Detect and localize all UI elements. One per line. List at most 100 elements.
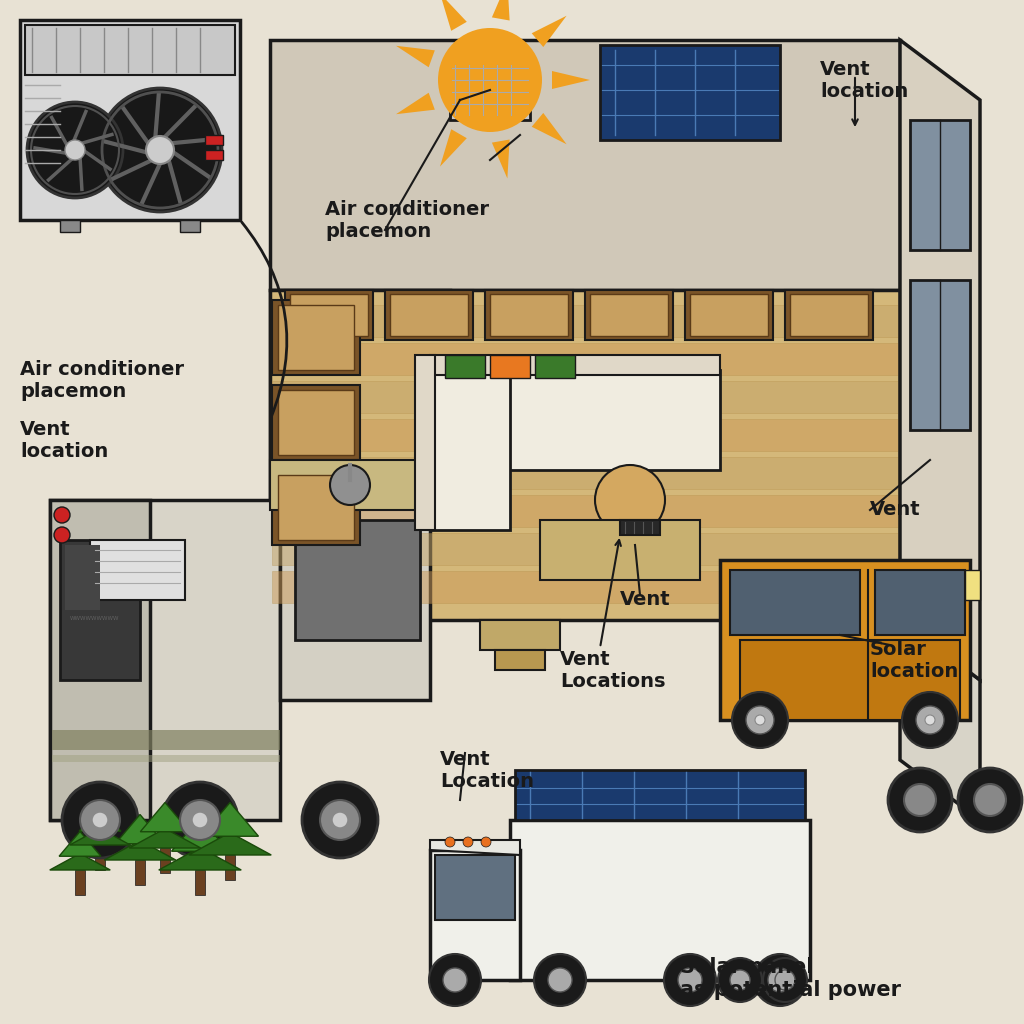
Polygon shape: [531, 113, 566, 144]
Polygon shape: [270, 290, 900, 620]
Polygon shape: [270, 460, 420, 510]
Polygon shape: [740, 640, 961, 720]
Polygon shape: [20, 20, 240, 220]
Bar: [95, 845, 105, 870]
Polygon shape: [272, 305, 898, 337]
Polygon shape: [492, 139, 510, 178]
Circle shape: [443, 968, 467, 992]
Polygon shape: [50, 500, 150, 820]
Bar: [180, 220, 200, 232]
Polygon shape: [490, 294, 568, 336]
Polygon shape: [540, 520, 700, 580]
Circle shape: [27, 102, 123, 198]
Polygon shape: [90, 540, 185, 600]
Text: Vent
location: Vent location: [820, 60, 908, 101]
Circle shape: [80, 800, 120, 840]
Polygon shape: [278, 390, 354, 455]
Bar: [205, 150, 223, 160]
Polygon shape: [690, 294, 768, 336]
Polygon shape: [535, 355, 575, 378]
Circle shape: [775, 970, 795, 990]
Circle shape: [65, 140, 85, 160]
Circle shape: [438, 28, 542, 132]
Bar: [225, 855, 234, 880]
Circle shape: [429, 954, 481, 1006]
Circle shape: [54, 527, 70, 543]
Polygon shape: [440, 129, 467, 167]
Polygon shape: [492, 0, 510, 20]
Text: Air conditioner
placemon: Air conditioner placemon: [325, 200, 489, 241]
Bar: [195, 870, 205, 895]
Circle shape: [746, 706, 774, 734]
Text: Vent: Vent: [620, 590, 671, 609]
Polygon shape: [440, 0, 467, 31]
Polygon shape: [552, 71, 590, 89]
Polygon shape: [531, 15, 566, 47]
Circle shape: [754, 954, 806, 1006]
Polygon shape: [116, 814, 165, 844]
Polygon shape: [435, 855, 515, 920]
Polygon shape: [290, 294, 368, 336]
Polygon shape: [874, 570, 965, 635]
Polygon shape: [510, 820, 810, 980]
Polygon shape: [104, 841, 176, 860]
Circle shape: [463, 837, 473, 847]
Polygon shape: [685, 290, 773, 340]
Polygon shape: [430, 370, 510, 530]
Circle shape: [162, 782, 238, 858]
Polygon shape: [270, 40, 900, 290]
Polygon shape: [515, 770, 805, 820]
Polygon shape: [600, 45, 780, 140]
Polygon shape: [25, 25, 234, 75]
Polygon shape: [620, 520, 660, 535]
Polygon shape: [490, 355, 530, 378]
Polygon shape: [785, 290, 873, 340]
Circle shape: [974, 784, 1006, 816]
Circle shape: [193, 812, 208, 828]
Polygon shape: [272, 300, 360, 375]
Polygon shape: [272, 419, 898, 451]
Circle shape: [664, 954, 716, 1006]
Polygon shape: [270, 290, 450, 550]
Polygon shape: [272, 571, 898, 603]
Polygon shape: [495, 650, 545, 670]
Circle shape: [678, 968, 702, 992]
Polygon shape: [285, 290, 373, 340]
Polygon shape: [430, 840, 520, 855]
Polygon shape: [272, 534, 898, 565]
Polygon shape: [278, 475, 354, 540]
Circle shape: [534, 954, 586, 1006]
Circle shape: [925, 715, 935, 725]
Bar: [205, 135, 223, 145]
Polygon shape: [272, 495, 898, 527]
Circle shape: [92, 812, 108, 828]
Circle shape: [548, 968, 572, 992]
Polygon shape: [272, 343, 898, 375]
Polygon shape: [50, 500, 280, 820]
Polygon shape: [70, 828, 130, 845]
Circle shape: [904, 784, 936, 816]
Bar: [135, 860, 145, 885]
Polygon shape: [60, 540, 140, 680]
Polygon shape: [278, 305, 354, 370]
Circle shape: [481, 837, 490, 847]
Circle shape: [732, 692, 788, 748]
Text: Vent
location: Vent location: [20, 420, 109, 461]
Circle shape: [755, 715, 765, 725]
Text: Solar panel
as potential power: Solar panel as potential power: [680, 956, 901, 1000]
Text: WWWWWWWWW: WWWWWWWWW: [70, 616, 120, 621]
Polygon shape: [790, 294, 868, 336]
Polygon shape: [390, 294, 468, 336]
Polygon shape: [445, 355, 485, 378]
Text: Solar
location: Solar location: [870, 640, 958, 681]
Circle shape: [445, 837, 455, 847]
Polygon shape: [585, 290, 673, 340]
Circle shape: [302, 782, 378, 858]
Circle shape: [98, 88, 222, 212]
Circle shape: [319, 800, 360, 840]
Polygon shape: [720, 560, 970, 720]
Polygon shape: [129, 828, 201, 848]
Polygon shape: [59, 831, 101, 856]
Polygon shape: [450, 60, 530, 120]
Polygon shape: [430, 850, 520, 980]
